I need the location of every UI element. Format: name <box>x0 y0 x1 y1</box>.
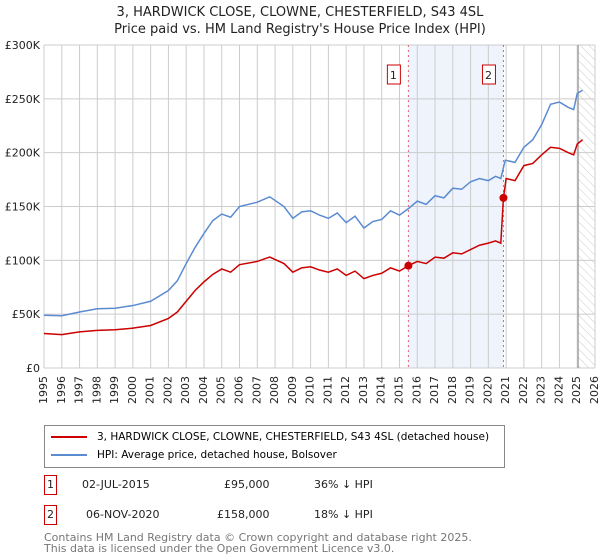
x-tick-label: 2016 <box>410 376 423 404</box>
legend-swatch-blue <box>51 454 87 456</box>
x-tick-label: 2006 <box>233 376 246 404</box>
legend-swatch-red <box>51 436 87 438</box>
y-tick-label: £300K <box>5 39 41 52</box>
x-tick-label: 1996 <box>55 376 68 404</box>
footer-copyright: Contains HM Land Registry data © Crown c… <box>44 531 472 544</box>
x-tick-label: 2012 <box>339 376 352 404</box>
x-tick-label: 1997 <box>73 376 86 404</box>
x-tick-label: 2000 <box>126 376 139 404</box>
y-tick-label: £100K <box>5 254 41 267</box>
legend-item-property: 3, HARDWICK CLOSE, CLOWNE, CHESTERFIELD,… <box>51 429 489 445</box>
sale-hpi-diff: 36% ↓ HPI <box>314 478 373 491</box>
x-tick-label: 2011 <box>321 376 334 404</box>
hpi-line <box>43 89 583 317</box>
x-tick-label: 2020 <box>481 376 494 404</box>
x-tick-label: 2013 <box>357 376 370 404</box>
x-tick-label: 2001 <box>144 376 157 404</box>
sale-point <box>404 261 413 270</box>
x-tick-label: 2026 <box>588 376 600 404</box>
x-tick-label: 2024 <box>552 376 565 404</box>
x-tick-label: 2007 <box>250 376 263 404</box>
sale-point <box>499 193 508 202</box>
price-chart: 1995 1996 1997 1998 1999 2000 2001 2002 2003 2004… <box>5 39 600 404</box>
footer-licence: This data is licensed under the Open Gov… <box>44 542 395 555</box>
chart-title: 3, HARDWICK CLOSE, CLOWNE, CHESTERFIELD,… <box>116 5 484 20</box>
property-price-line <box>43 139 584 336</box>
legend: 3, HARDWICK CLOSE, CLOWNE, CHESTERFIELD,… <box>44 425 505 468</box>
x-tick-label: 2017 <box>428 376 441 404</box>
legend-label: 3, HARDWICK CLOSE, CLOWNE, CHESTERFIELD,… <box>97 431 490 443</box>
sale-date: 02-JUL-2015 <box>82 478 150 491</box>
chart-subtitle: Price paid vs. HM Land Registry's House … <box>114 22 486 37</box>
y-tick-label: £250K <box>5 93 41 106</box>
x-tick-label: 2015 <box>392 376 405 404</box>
x-tick-label: 2022 <box>517 376 530 404</box>
x-tick-label: 1998 <box>90 376 103 404</box>
x-tick-label: 2003 <box>179 376 192 404</box>
sale-marker-badge: 1 <box>44 475 57 495</box>
x-tick-label: 2010 <box>304 376 317 404</box>
x-tick-label: 2008 <box>268 376 281 404</box>
legend-item-hpi: HPI: Average price, detached house, Bols… <box>51 447 337 463</box>
y-tick-label: £150K <box>5 201 41 214</box>
y-tick-label: £50K <box>12 308 41 321</box>
sale-hpi-diff: 18% ↓ HPI <box>314 508 373 521</box>
sale-date: 06-NOV-2020 <box>86 508 160 521</box>
x-tick-label: 1995 <box>37 376 50 404</box>
sale-marker-badge: 2 <box>44 505 57 525</box>
sale-price: £95,000 <box>224 478 270 491</box>
y-tick-label: £0 <box>26 362 40 375</box>
x-tick-label: 2009 <box>286 376 299 404</box>
x-tick-label: 2005 <box>215 376 228 404</box>
x-tick-label: 2025 <box>570 376 583 404</box>
legend-label: HPI: Average price, detached house, Bols… <box>97 449 337 461</box>
x-tick-label: 2002 <box>161 376 174 404</box>
x-tick-label: 2014 <box>375 376 388 404</box>
x-tick-label: 2004 <box>197 376 210 404</box>
x-tick-label: 2023 <box>535 376 548 404</box>
y-tick-label: £200K <box>5 147 41 160</box>
sale-label: 1 <box>390 69 397 82</box>
sale-label-box <box>386 64 401 85</box>
sale-price: £158,000 <box>217 508 270 521</box>
x-tick-label: 1999 <box>108 376 121 404</box>
sale-label-box <box>481 64 496 85</box>
sale-label: 2 <box>485 69 492 82</box>
x-tick-label: 2018 <box>446 376 459 404</box>
x-tick-label: 2019 <box>464 376 477 404</box>
x-tick-label: 2021 <box>499 376 512 404</box>
